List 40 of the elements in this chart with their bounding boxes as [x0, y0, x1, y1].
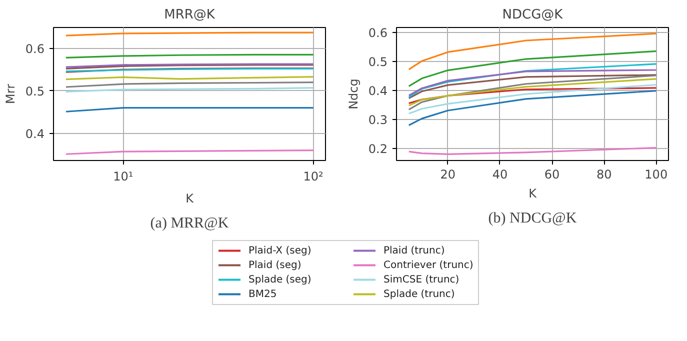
y-tick-label: 0.6 — [25, 42, 45, 56]
y-tick-label: 0.4 — [368, 84, 388, 98]
y-tick-label: 0.2 — [368, 142, 388, 156]
line-series — [408, 146, 657, 155]
x-tick-label: 60 — [544, 168, 560, 182]
legend-label: Splade (seg) — [248, 274, 312, 286]
line-series — [408, 32, 657, 70]
x-axis-title: K — [186, 192, 195, 206]
legend-label: Plaid (seg) — [248, 260, 302, 271]
y-tick-label: 0.6 — [368, 26, 388, 40]
line-series — [408, 84, 657, 114]
y-axis-title: Mrr — [3, 84, 18, 104]
line-series — [408, 50, 657, 87]
x-tick-label: 40 — [492, 168, 508, 182]
line-series — [408, 74, 657, 100]
legend-label: SimCSE (trunc) — [384, 274, 460, 286]
y-tick-label: 0.4 — [25, 126, 45, 141]
x-axis-title: K — [528, 186, 538, 200]
y-tick-label: 0.5 — [25, 84, 45, 98]
x-tick-label: 10¹ — [113, 170, 134, 184]
x-tick-label: 80 — [596, 168, 612, 182]
chart-title: MRR@K — [164, 8, 216, 22]
line-series — [408, 90, 657, 126]
legend-label: BM25 — [248, 288, 277, 300]
line-series — [408, 63, 657, 98]
chart-title: NDCG@K — [502, 8, 564, 22]
legend-label: Splade (trunc) — [384, 288, 455, 300]
legend-label: Plaid-X (seg) — [248, 245, 312, 256]
y-tick-label: 0.3 — [368, 112, 388, 127]
y-tick-label: 0.5 — [368, 55, 388, 70]
text: (a) MRR@K — [150, 216, 229, 232]
x-tick-label: 10² — [303, 170, 324, 184]
y-axis-title: Ndcg — [346, 78, 360, 110]
line-series — [408, 87, 657, 104]
x-tick-label: 20 — [440, 168, 456, 182]
line-series — [408, 69, 657, 96]
legend-label: Contriever (trunc) — [384, 260, 474, 271]
legend-label: Plaid (trunc) — [384, 245, 445, 256]
x-tick-label: 100 — [644, 168, 668, 182]
text: (b) NDCG@K — [488, 210, 577, 226]
